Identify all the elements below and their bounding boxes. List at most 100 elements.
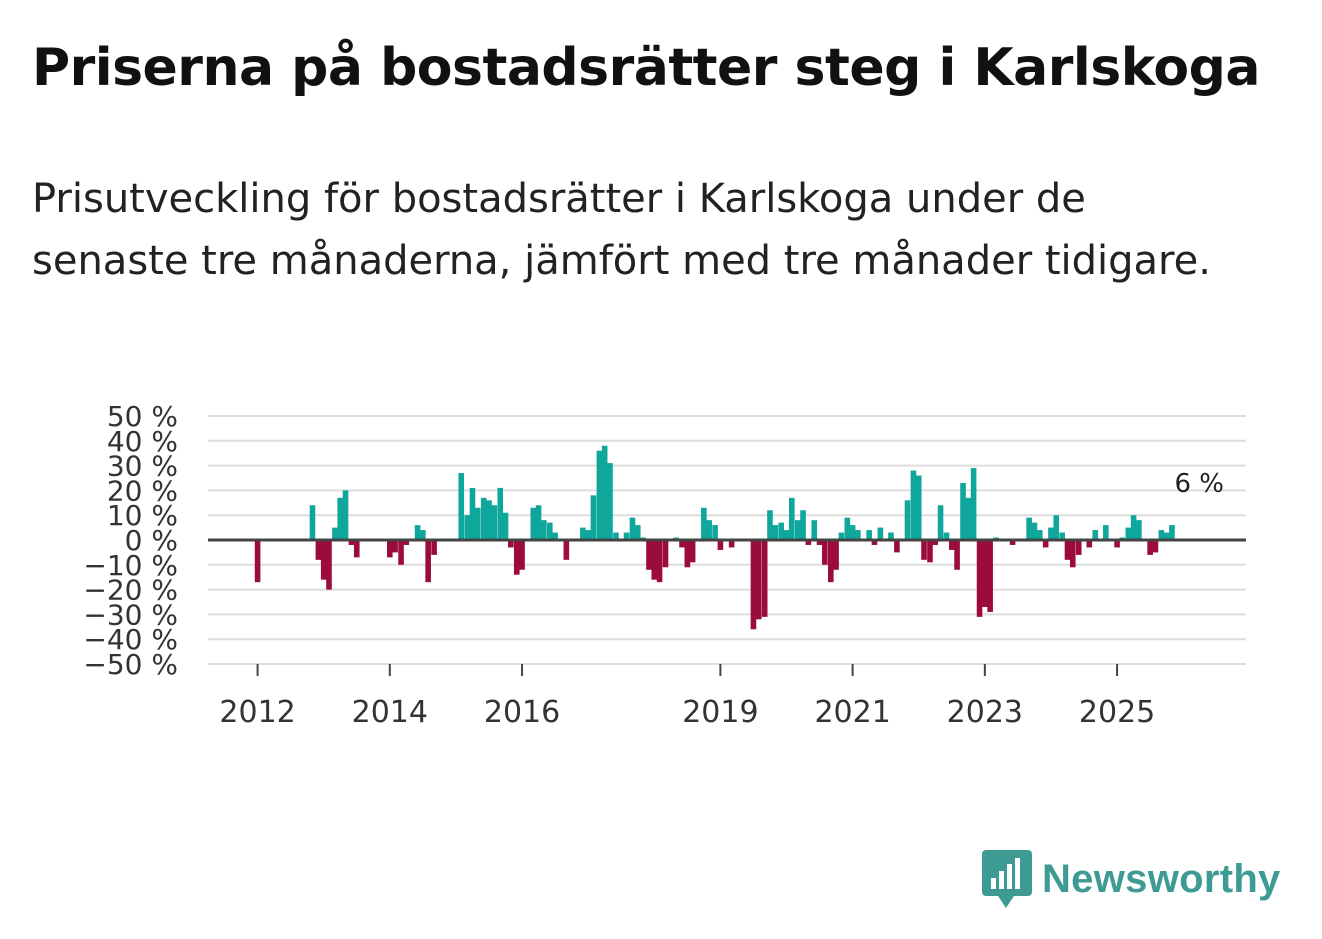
bar <box>755 540 762 620</box>
bar <box>921 540 927 560</box>
bar <box>1136 520 1142 540</box>
x-tick-label: 2021 <box>814 695 890 730</box>
bar <box>1158 530 1165 540</box>
x-tick-label: 2025 <box>1079 695 1155 730</box>
bar <box>706 520 712 540</box>
bar <box>348 540 355 545</box>
bar <box>915 475 922 540</box>
bar <box>910 470 917 540</box>
bar <box>1026 517 1032 540</box>
bar <box>403 540 410 545</box>
bar <box>646 540 652 570</box>
bar <box>1075 540 1082 555</box>
bar <box>684 540 691 568</box>
bar <box>513 540 520 575</box>
bar <box>491 505 498 540</box>
bar <box>585 530 591 540</box>
newsworthy-brand: Newsworthy <box>982 850 1281 908</box>
x-tick-label: 2016 <box>484 695 560 730</box>
bar <box>431 540 437 555</box>
bar <box>1042 540 1049 548</box>
bar <box>849 525 856 540</box>
bar <box>712 525 718 540</box>
chart-subtitle: Prisutveckling för bostadsrätter i Karls… <box>32 176 1211 284</box>
bar <box>1009 540 1016 545</box>
x-tick-label: 2014 <box>352 695 428 730</box>
bar <box>750 540 757 630</box>
bar <box>982 540 988 607</box>
bars <box>254 445 1175 630</box>
bar <box>689 540 696 563</box>
y-tick-label: −20 % <box>83 574 178 607</box>
bar <box>717 540 724 550</box>
y-tick-label: −10 % <box>83 549 178 582</box>
bar <box>767 510 773 540</box>
y-tick-label: 40 % <box>107 425 178 458</box>
bar <box>425 540 431 583</box>
bar <box>580 527 586 540</box>
bar <box>932 540 939 545</box>
x-axis: 2012 2014 2016 2019 2021 2023 2025 <box>219 664 1155 730</box>
bar <box>1069 540 1076 568</box>
bar <box>464 515 470 540</box>
bar <box>337 497 344 540</box>
bar <box>701 507 707 540</box>
bar <box>541 520 547 540</box>
bar <box>332 527 338 540</box>
bar <box>844 517 851 540</box>
bar <box>502 512 509 540</box>
y-tick-label: 50 % <box>107 400 178 433</box>
bar <box>877 527 884 540</box>
bar <box>1086 540 1093 548</box>
bar <box>1103 525 1109 540</box>
bar <box>728 540 735 548</box>
chart-title: Priserna på bostadsrätter steg i Karlsko… <box>32 38 1260 98</box>
bar-chart: 50 %40 %30 %20 %10 %0 %−10 %−20 %−30 %−4… <box>83 400 1246 730</box>
bar <box>937 505 944 540</box>
bar <box>497 487 504 540</box>
bar <box>1092 530 1099 540</box>
bar <box>761 540 768 617</box>
bar <box>927 540 933 563</box>
bar <box>387 540 393 558</box>
bar <box>634 525 641 540</box>
bar <box>794 520 801 540</box>
y-axis-labels: 50 %40 %30 %20 %10 %0 %−10 %−20 %−30 %−4… <box>83 400 178 681</box>
latest-value-annotation: 6 % <box>1174 469 1224 499</box>
bar <box>1163 532 1170 540</box>
bar <box>535 505 542 540</box>
bar <box>948 540 955 550</box>
bar <box>888 532 894 540</box>
bar <box>656 540 663 583</box>
bar <box>469 487 476 540</box>
bar <box>976 540 983 617</box>
bar <box>1059 532 1066 540</box>
bar <box>474 507 481 540</box>
bar <box>954 540 960 570</box>
bar <box>320 540 327 580</box>
bar <box>965 497 972 540</box>
bar <box>1048 527 1054 540</box>
x-tick-label: 2023 <box>947 695 1023 730</box>
bar <box>1064 540 1071 560</box>
y-tick-label: −40 % <box>83 623 178 656</box>
bar <box>778 522 785 540</box>
bar <box>353 540 360 558</box>
bar <box>519 540 525 570</box>
bar <box>811 520 818 540</box>
newsworthy-logo-icon <box>982 850 1032 908</box>
bar <box>866 530 872 540</box>
bar <box>805 540 812 545</box>
bar <box>552 532 558 540</box>
bar <box>392 540 398 553</box>
bar <box>613 532 619 540</box>
y-tick-label: −30 % <box>83 598 178 631</box>
bar <box>970 468 977 540</box>
bar <box>788 497 795 540</box>
bar <box>629 517 636 540</box>
bar <box>414 525 421 540</box>
bar <box>838 532 845 540</box>
bar <box>398 540 404 565</box>
bar <box>563 540 570 560</box>
y-tick-label: −50 % <box>83 648 178 681</box>
